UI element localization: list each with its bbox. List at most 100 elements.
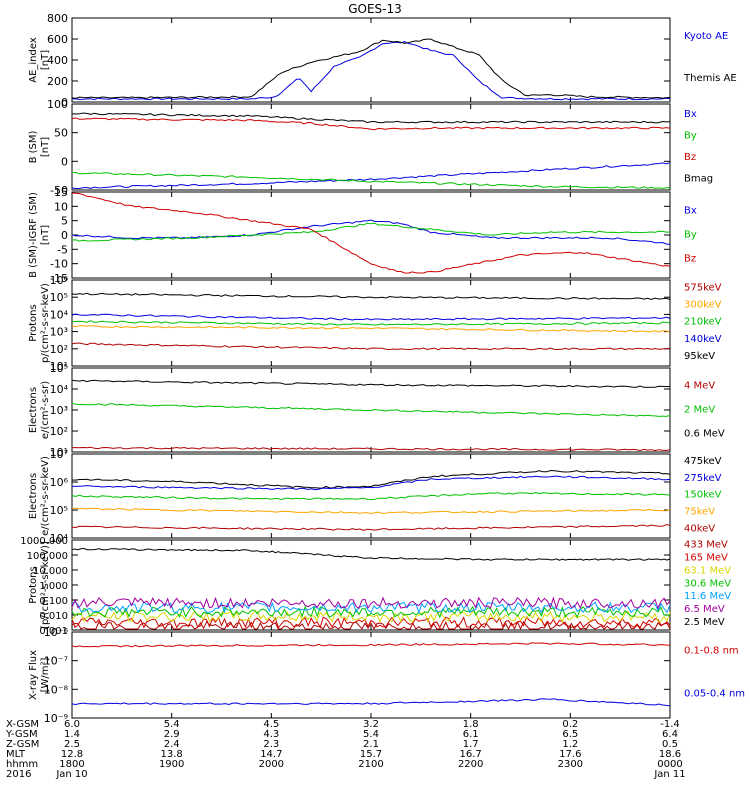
y-tick-label: 10¹	[50, 446, 68, 459]
legend-entry: 2 MeV	[684, 404, 715, 415]
series-line-300kev	[71, 325, 671, 333]
panel-frame	[71, 17, 671, 103]
legend-entry: 6.5 MeV	[684, 604, 725, 615]
panel-frame	[71, 103, 671, 191]
y-tick-label: -15	[50, 272, 68, 285]
y-axis-label: [nT]	[40, 225, 51, 245]
series-line-0-05-0-4-nm	[71, 698, 671, 707]
series-line-bmag	[71, 112, 671, 124]
panel-frame	[71, 367, 671, 453]
series-line-0-1-0-8-nm	[71, 642, 670, 648]
legend-entry: 0.05-0.4 nm	[684, 689, 745, 700]
series-line-95kev	[71, 292, 671, 301]
y-axis-label: B (SM)-IGRF (SM)	[28, 192, 39, 278]
y-tick-label: 10⁷	[50, 448, 68, 461]
series-line-75kev	[71, 507, 671, 515]
y-tick-label: -10	[50, 258, 68, 271]
series-line-40kev	[71, 524, 671, 531]
legend-entry: 575keV	[684, 282, 722, 293]
y-tick-label: 10⁻⁶	[44, 626, 69, 639]
series-line-bx	[71, 162, 671, 189]
y-tick-label: 600	[47, 33, 68, 46]
y-tick-label: 10³	[50, 404, 68, 417]
y-tick-label: 0	[61, 229, 68, 242]
panel-xray: 10⁻⁶ 10⁻⁷ 10⁻⁸ 10⁻⁹ X-ray Flux [W/m²] 0.1-0.8 …	[28, 626, 745, 725]
series-line-4-mev	[72, 446, 671, 452]
y-tick-label: -5	[57, 243, 68, 256]
y-tick-label: 10⁴	[50, 383, 69, 396]
series-line-0-6-mev	[71, 379, 671, 388]
series-line-150kev	[71, 492, 671, 501]
time-row-value: 6.1	[463, 729, 479, 740]
y-tick-label: 10⁴	[50, 308, 69, 321]
legend-entry: Themis AE	[683, 73, 737, 84]
y-tick-label: -50	[50, 184, 68, 197]
y-axis-label: X-ray Flux	[28, 650, 39, 700]
series-line-30-6-mev	[71, 605, 671, 619]
legend-entry: 63.1 MeV	[684, 565, 731, 576]
legend-entry: 75keV	[684, 506, 715, 517]
y-tick-label: 1.000	[39, 581, 68, 592]
time-row-value: 18.6	[659, 749, 681, 760]
chart-title: GOES-13	[348, 2, 402, 16]
y-tick-label: 0.100	[39, 596, 68, 607]
legend-entry: By	[684, 130, 697, 141]
series-line-63-1-mev	[71, 609, 671, 623]
y-tick-label: 10⁻⁷	[44, 655, 68, 668]
time-row-value: 2000	[259, 759, 284, 770]
y-axis-label: Protons	[28, 566, 39, 603]
legend-entry: 0.6 MeV	[684, 428, 725, 439]
time-row-label: hhmm	[6, 759, 38, 770]
y-axis-label: [nT]	[40, 137, 51, 157]
y-tick-label: 10⁶	[50, 476, 69, 489]
legend-entry: 0.1-0.8 nm	[684, 646, 739, 657]
legend-entry: 300keV	[684, 300, 722, 311]
time-row-label: Z-GSM	[6, 739, 39, 750]
y-tick-label: 10⁵	[50, 362, 68, 375]
legend-entry: 475keV	[684, 456, 722, 467]
legend-entry: 165 MeV	[684, 553, 728, 564]
time-row-value: 0000	[657, 759, 682, 770]
time-row-value: 2100	[358, 759, 383, 770]
y-tick-label: 100.000	[27, 551, 68, 562]
time-row-value: 2.3	[263, 739, 279, 750]
time-row-value: 1900	[159, 759, 184, 770]
time-row-value: 6.5	[562, 729, 578, 740]
y-tick-label: 50	[54, 127, 68, 140]
series-line-275kev	[71, 475, 671, 491]
series-line-140kev	[71, 313, 671, 321]
y-tick-label: 200	[47, 75, 68, 88]
y-tick-label: 0.001	[39, 626, 68, 637]
legend-entry: 275keV	[684, 473, 722, 484]
series-line-575kev	[71, 342, 671, 351]
y-axis-label: [p/(cm²-s-sr-keV)]	[40, 541, 51, 629]
y-tick-label: 10⁻⁸	[44, 683, 69, 696]
time-row-value: 1.7	[463, 739, 479, 750]
time-row-value: 2300	[558, 759, 583, 770]
series-line-by	[72, 172, 671, 189]
y-tick-label: 10⁻⁹	[44, 712, 68, 725]
series-line-2-5-mev	[71, 547, 671, 561]
time-row-value: 6.0	[64, 719, 80, 730]
legend-entry: 4 MeV	[684, 380, 715, 391]
time-row-value: 16.7	[460, 749, 482, 760]
time-row-value: Jan 11	[653, 769, 685, 780]
y-tick-label: 800	[47, 12, 68, 25]
legend-entry: 210keV	[684, 317, 722, 328]
time-row-value: 2.5	[64, 739, 80, 750]
time-row-value: 6.4	[662, 729, 678, 740]
panel-electrons1: 10⁵ 10⁴ 10³ 10² 10¹ Electrons e/(cm²-s-sr) 4 Me…	[28, 362, 725, 459]
time-row-value: 3.2	[363, 719, 379, 730]
time-row-value: 2.1	[363, 739, 379, 750]
time-row-value: 14.7	[260, 749, 282, 760]
y-tick-label: 400	[47, 54, 68, 67]
legend-entry: Bx	[684, 109, 697, 120]
y-tick-label: 10⁶	[50, 274, 69, 287]
panel-frame	[71, 453, 671, 539]
time-row-value: -1.4	[660, 719, 680, 730]
y-axis-label: p/(cm²-s-sr-keV)	[40, 283, 51, 363]
series-line-6-5-mev	[71, 596, 671, 610]
